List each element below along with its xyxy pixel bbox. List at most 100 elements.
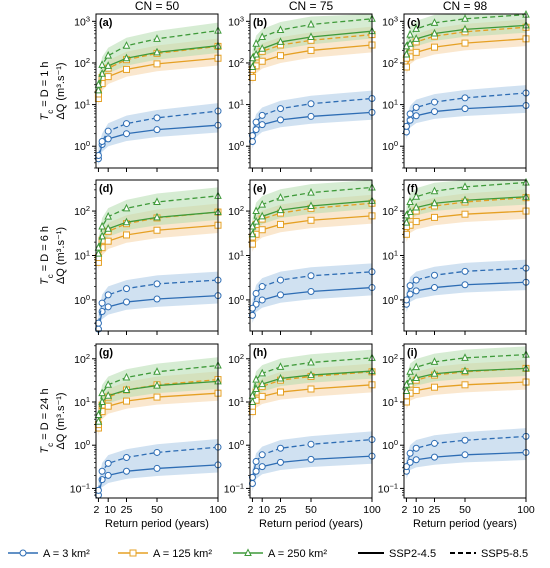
uncertainty-band — [98, 187, 218, 262]
series-line — [251, 438, 373, 478]
data-point — [104, 391, 113, 399]
chart-panel: 100 101 102 103 (b) — [228, 13, 376, 172]
data-point — [307, 440, 315, 448]
series-line — [97, 364, 219, 416]
y-tick-label: 102 — [228, 55, 244, 70]
data-point — [461, 281, 469, 289]
data-point — [406, 282, 414, 290]
data-point — [248, 391, 257, 399]
data-point — [104, 135, 112, 143]
y-tick-label: 101 — [74, 248, 90, 263]
data-point — [431, 213, 438, 221]
data-point — [248, 397, 257, 406]
data-point — [104, 211, 113, 220]
data-point — [153, 47, 161, 56]
x-tick-label: 50 — [305, 504, 317, 516]
data-point — [402, 210, 411, 219]
panel-label: (b) — [253, 17, 267, 29]
data-point — [258, 199, 267, 208]
data-point — [258, 451, 266, 459]
data-point — [153, 60, 161, 68]
data-point — [123, 65, 130, 73]
data-point — [307, 32, 315, 41]
data-point — [153, 226, 161, 234]
y-tick-label: 100 — [74, 438, 90, 453]
y-tick-label: 100 — [382, 292, 398, 307]
data-point — [461, 105, 469, 113]
data-point — [258, 111, 266, 119]
data-point — [461, 436, 469, 444]
data-point — [258, 57, 266, 65]
data-point — [276, 25, 285, 33]
y-tick-label: 100 — [228, 292, 244, 307]
data-point — [431, 453, 438, 461]
data-point — [252, 467, 260, 475]
data-point — [258, 392, 266, 400]
legend-label: SSP5-8.5 — [481, 548, 528, 560]
series-line — [97, 45, 219, 95]
chart-panel: 100 101 102 (f) — [382, 177, 530, 335]
data-point — [461, 24, 469, 33]
x-tick-label: 100 — [209, 504, 227, 516]
data-point — [307, 46, 315, 54]
x-tick-label: 50 — [151, 504, 163, 516]
legend-item: A = 125 km² — [118, 548, 212, 560]
data-point — [123, 285, 130, 293]
y-tick-label: 10−1 — [70, 481, 90, 496]
uncertainty-band — [252, 90, 372, 149]
data-point — [258, 32, 267, 41]
y-tick-label: 100 — [382, 139, 398, 154]
column-title: CN = 50 — [135, 0, 180, 13]
data-point — [412, 373, 421, 381]
x-tick-label: 50 — [459, 504, 471, 516]
series-line — [97, 380, 219, 422]
data-point — [276, 362, 285, 370]
data-point — [412, 192, 421, 200]
data-point — [244, 548, 252, 556]
data-point — [123, 298, 130, 306]
data-point — [277, 52, 284, 60]
data-point — [104, 380, 113, 388]
data-point — [277, 220, 284, 228]
data-point — [430, 198, 439, 207]
x-tick-label: 25 — [275, 504, 287, 516]
data-point — [122, 372, 131, 381]
chart-panel: 100 101 102 (d) — [74, 179, 222, 335]
legend: A = 3 km² A = 125 km² A = 250 km² SSP2-4.5 S… — [8, 548, 528, 560]
uncertainty-band — [98, 22, 218, 98]
data-point — [307, 385, 315, 393]
data-point — [406, 29, 414, 38]
x-tick-label: 10 — [412, 504, 424, 516]
y-tick-label: 100 — [228, 438, 244, 453]
data-point — [153, 197, 161, 205]
data-point — [94, 410, 103, 419]
data-point — [252, 49, 260, 58]
data-point — [430, 28, 439, 37]
data-point — [412, 386, 420, 394]
data-point — [153, 464, 161, 472]
data-point — [430, 186, 439, 195]
data-point — [104, 127, 112, 135]
series-line — [97, 195, 219, 248]
column-title: CN = 75 — [289, 0, 334, 13]
panel-label: (g) — [99, 347, 113, 359]
y-tick-label: 103 — [74, 14, 90, 29]
uncertainty-band — [98, 357, 218, 430]
row-title: Tc = D = 24 h — [39, 388, 55, 453]
column-title: CN = 98 — [443, 0, 488, 13]
uncertainty-band — [98, 103, 218, 167]
data-point — [129, 549, 137, 557]
data-point — [412, 34, 421, 42]
data-point — [123, 120, 130, 128]
data-point — [277, 276, 284, 284]
data-point — [258, 463, 266, 471]
data-point — [122, 203, 131, 212]
data-point — [430, 18, 439, 26]
data-point — [104, 303, 112, 311]
data-point — [98, 388, 106, 397]
data-point — [307, 19, 315, 28]
data-point — [307, 112, 315, 120]
